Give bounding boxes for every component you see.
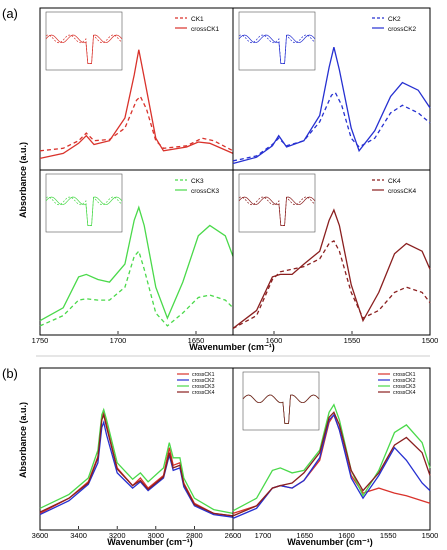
- tick-b-left-2600: 2600: [225, 531, 242, 540]
- tick-b-right-1700: 1700: [255, 531, 272, 540]
- legend-text-crossCK1: crossCK1: [393, 372, 416, 378]
- legend-text-crossCK2: crossCK2: [192, 378, 215, 384]
- tick-a-1550: 1550: [344, 336, 361, 345]
- panel-a-1: CK1 crossCK1: [39, 7, 234, 171]
- inset-line: [238, 196, 316, 226]
- panel-a-label: (a): [2, 6, 18, 21]
- legend-text-crossck: crossCK2: [388, 26, 417, 33]
- legend-text-crossCK2: crossCK2: [393, 378, 416, 384]
- legend-text-crossck: crossCK3: [191, 188, 220, 195]
- ylabel-b: Absorbance (a.u.): [18, 402, 28, 478]
- inset-line: [242, 394, 320, 424]
- tick-b-left-2800: 2800: [186, 531, 203, 540]
- series-crossCK4-line: [39, 412, 234, 517]
- tick-b-left-3000: 3000: [147, 531, 164, 540]
- legend-text-ck: CK2: [388, 16, 401, 23]
- inset-line: [45, 34, 123, 64]
- series-crossCK4-line: [232, 208, 431, 329]
- inset-line: [45, 196, 123, 226]
- xlabel-b-right: Wavenumber (cm⁻¹): [287, 537, 372, 547]
- panel-b-label: (b): [2, 366, 18, 381]
- tick-a-1650: 1650: [188, 336, 205, 345]
- series-crossCK2-line: [39, 420, 234, 518]
- inset-a-2: [238, 11, 316, 71]
- inset-frame: [242, 371, 320, 431]
- series-CK1-line: [39, 95, 234, 152]
- series-crossCK1-line: [39, 49, 234, 160]
- tick-a-1600: 1600: [266, 336, 283, 345]
- series-CK2-line: [232, 91, 431, 162]
- series-crossCK3-line: [232, 403, 431, 512]
- tick-b-right-1550: 1550: [380, 531, 397, 540]
- series-crossCK3-line: [39, 205, 234, 322]
- series-CK3-line: [39, 249, 234, 327]
- legend-text-ck: CK3: [191, 178, 204, 185]
- xlabel-b-left: Wavenumber (cm⁻¹): [107, 537, 192, 547]
- legend-text-crossCK4: crossCK4: [393, 390, 416, 396]
- inset-line: [238, 34, 316, 64]
- legend-text-crossck: crossCK4: [388, 188, 417, 195]
- frame-a-4: [232, 169, 431, 336]
- tick-b-left-3200: 3200: [109, 531, 126, 540]
- tick-b-left-3600: 3600: [32, 531, 49, 540]
- series-CK4-line: [232, 240, 431, 329]
- legend-text-crossck: crossCK1: [191, 26, 220, 33]
- legend-text-crossCK3: crossCK3: [192, 384, 215, 390]
- tick-b-right-1600: 1600: [338, 531, 355, 540]
- series-crossCK4-line: [232, 411, 431, 517]
- inset-a-3: [45, 173, 123, 233]
- panel-a-2: CK2 crossCK2: [232, 7, 431, 171]
- tick-b-left-3400: 3400: [70, 531, 87, 540]
- series-crossCK3-line: [39, 407, 234, 515]
- series-crossCK2-line: [232, 413, 431, 519]
- inset-a-4: [238, 173, 316, 233]
- inset-line: [238, 196, 316, 226]
- inset-line: [45, 196, 123, 226]
- xlabel-a: Wavenumber (cm⁻¹): [189, 342, 274, 352]
- tick-b-right-1650: 1650: [296, 531, 313, 540]
- tick-a-1700: 1700: [110, 336, 127, 345]
- panel-a-4: CK4 crossCK4: [232, 169, 431, 336]
- legend-text-ck: CK4: [388, 178, 401, 185]
- series-crossCK2-line: [232, 47, 431, 165]
- tick-a-1500: 1500: [422, 336, 439, 345]
- legend-text-crossCK4: crossCK4: [192, 390, 215, 396]
- inset-line: [45, 34, 123, 64]
- legend-text-ck: CK1: [191, 16, 204, 23]
- tick-a-1750: 1750: [32, 336, 49, 345]
- frame-b-right: [232, 367, 431, 531]
- inset-a-1: [45, 11, 123, 71]
- legend-text-crossCK1: crossCK1: [192, 372, 215, 378]
- ylabel-a: Absorbance (a.u.): [18, 142, 28, 218]
- panel-a-3: CK3 crossCK3: [39, 169, 234, 336]
- tick-b-right-1500: 1500: [422, 531, 439, 540]
- inset-line: [238, 34, 316, 64]
- inset-b-right: [242, 371, 320, 431]
- legend-text-crossCK3: crossCK3: [393, 384, 416, 390]
